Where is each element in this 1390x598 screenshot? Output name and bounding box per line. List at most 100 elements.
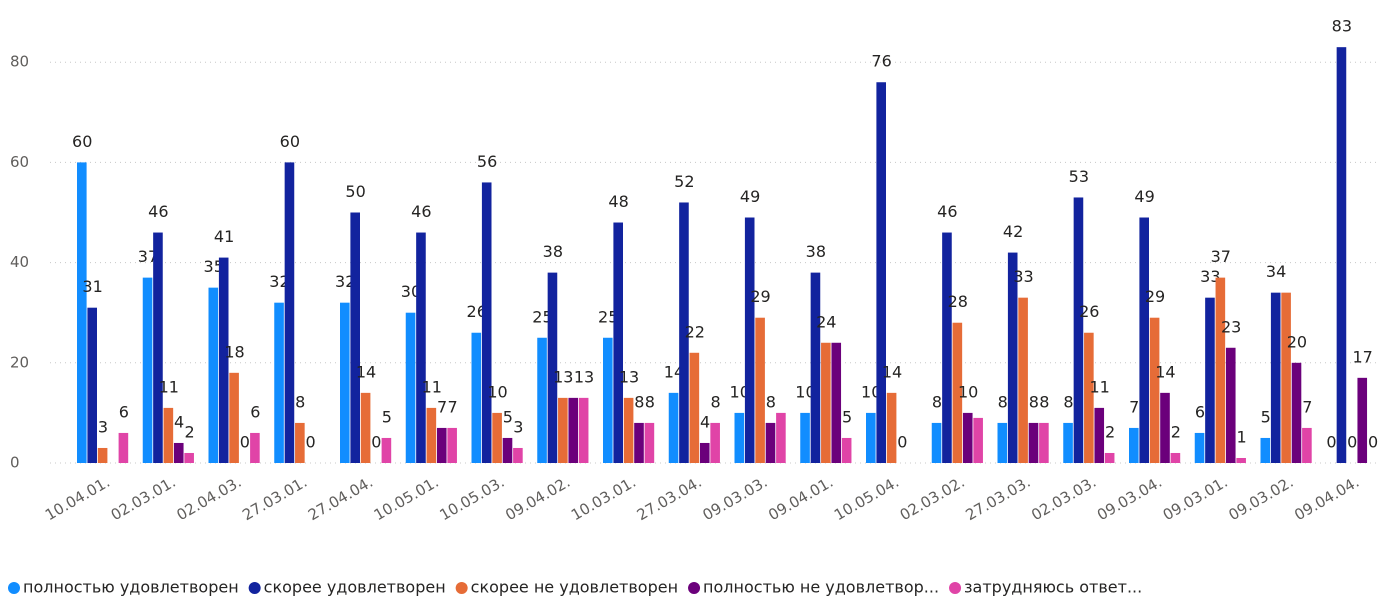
data-label: 11 [422,377,442,396]
bar [1357,377,1368,463]
x-tick-label: 27.03.01. [239,473,310,524]
bar [1094,407,1105,463]
data-label: 7 [1129,397,1139,416]
data-label: 26 [467,302,487,321]
data-label: 23 [1221,317,1241,336]
bar [436,427,447,463]
bar [776,412,786,463]
data-label: 46 [937,202,957,221]
data-label: 0 [1368,433,1378,452]
bar [1129,427,1139,463]
bar [481,182,492,463]
data-label: 37 [1211,247,1231,266]
bar [800,412,810,463]
bar [1225,347,1236,463]
data-label: 60 [72,132,92,151]
bar [689,352,700,463]
bar [603,337,613,463]
bar [1270,292,1281,463]
bar [405,312,416,463]
data-label: 18 [224,342,244,361]
bar [142,277,153,463]
data-label: 7 [447,397,457,416]
bar [153,232,163,463]
data-label: 25 [598,307,618,326]
y-tick-label: 0 [10,454,20,472]
bar [118,432,129,463]
bar [644,422,655,463]
data-label: 14 [356,362,376,381]
bar [1018,297,1028,463]
x-tick-label: 09.03.01. [1160,473,1231,524]
data-label: 42 [1003,222,1023,241]
data-label: 5 [503,407,513,426]
bar [744,217,755,463]
data-label: 38 [543,242,563,261]
bar [1291,362,1302,463]
bar [1260,437,1271,463]
data-label: 50 [345,182,365,201]
data-label: 32 [335,272,355,291]
bar [284,162,295,463]
data-label: 2 [1105,422,1115,441]
data-label: 5 [382,407,392,426]
bar [295,422,305,463]
bar [1084,332,1094,463]
x-tick-label: 27.04.04. [305,473,376,524]
data-label: 31 [82,277,102,296]
data-label: 6 [250,402,260,421]
data-label: 8 [998,392,1008,411]
bar [841,437,852,463]
data-label: 24 [816,312,836,331]
x-tick-label: 10.03.01. [568,473,639,524]
data-label: 8 [766,392,776,411]
bar [1194,432,1205,463]
bar [558,397,568,463]
bar [755,317,765,463]
data-label: 11 [1089,377,1109,396]
legend-label: скорее не удовлетворен [471,578,678,597]
data-label: 8 [645,392,655,411]
bar [1215,277,1226,463]
bar [866,412,876,463]
data-label: 10 [487,382,507,401]
bar [1281,292,1291,463]
legend-label: скорее удовлетворен [264,578,446,597]
bar [734,412,745,463]
legend-label: затрудняюсь ответ... [964,578,1142,597]
data-label: 0 [240,433,250,452]
data-label: 35 [204,257,224,276]
bar [173,442,184,463]
bar [513,447,523,463]
bar [360,392,371,463]
data-label: 29 [1145,287,1165,306]
bar [218,257,229,463]
data-label: 13 [574,367,594,386]
bar [668,392,679,463]
bar [250,432,260,463]
bar [1028,422,1039,463]
bar [416,232,426,463]
data-label: 13 [553,367,573,386]
x-tick-label: 10.05.03. [437,473,508,524]
bar [1073,197,1084,463]
bar [97,447,108,463]
data-label: 6 [1195,402,1205,421]
legend-marker [455,582,468,594]
legend-marker [949,582,962,594]
y-tick-label: 60 [10,153,29,171]
bar [952,322,963,463]
data-label: 8 [634,392,644,411]
bar [87,307,97,463]
x-tick-label: 09.03.04. [1094,473,1165,524]
bar [942,232,952,463]
data-label: 3 [513,417,523,436]
data-label: 49 [740,187,760,206]
y-tick-label: 40 [10,253,29,271]
bar [613,222,623,463]
bar [578,397,589,463]
bar [208,287,219,463]
data-label: 33 [1013,267,1033,286]
data-label: 32 [269,272,289,291]
